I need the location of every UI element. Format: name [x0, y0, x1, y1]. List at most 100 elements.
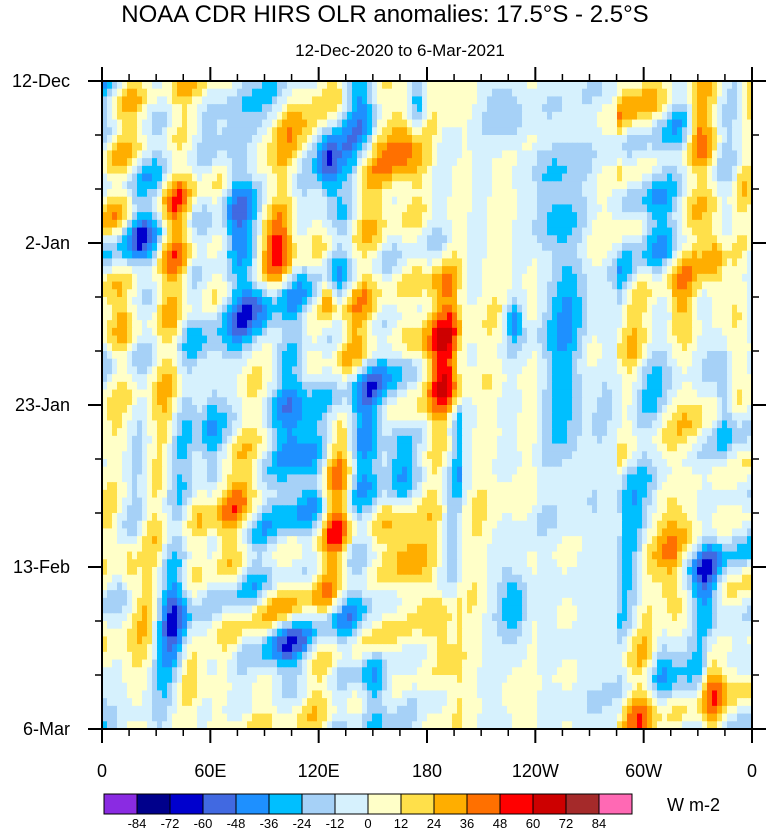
heatmap-cell: [212, 289, 218, 298]
heatmap-cell: [287, 273, 293, 283]
heatmap-cell: [467, 289, 473, 298]
heatmap-cell: [427, 250, 433, 260]
heatmap-cell: [237, 258, 243, 267]
heatmap-cell: [137, 104, 143, 113]
heatmap-cell: [677, 158, 683, 167]
heatmap-cell: [337, 343, 343, 352]
heatmap-cell: [447, 281, 453, 290]
heatmap-cell: [492, 243, 498, 252]
heatmap-cell: [677, 312, 683, 321]
heatmap-cell: [212, 165, 218, 175]
heatmap-cell: [392, 281, 398, 290]
heatmap-cell: [537, 119, 543, 128]
heatmap-cell: [137, 127, 143, 136]
heatmap-cell: [187, 266, 193, 275]
heatmap-cell: [132, 88, 138, 98]
heatmap-cell: [327, 297, 333, 306]
heatmap-cell: [522, 366, 528, 375]
heatmap-cell: [112, 358, 118, 368]
heatmap-cell: [742, 281, 748, 290]
heatmap-cell: [727, 111, 733, 121]
heatmap-cell: [292, 189, 298, 198]
heatmap-cell: [197, 81, 203, 90]
heatmap-cell: [197, 358, 203, 368]
heatmap-cell: [102, 189, 108, 198]
heatmap-cell: [532, 119, 538, 128]
heatmap-cell: [497, 281, 503, 290]
heatmap-cell: [462, 127, 468, 136]
heatmap-cell: [532, 181, 538, 190]
heatmap-cell: [487, 212, 493, 221]
heatmap-cell: [482, 266, 488, 275]
heatmap-cell: [327, 158, 333, 167]
heatmap-cell: [217, 235, 223, 244]
heatmap-cell: [332, 189, 338, 198]
heatmap-cell: [177, 204, 183, 213]
heatmap-cell: [222, 351, 228, 360]
heatmap-cell: [722, 204, 728, 213]
heatmap-cell: [317, 88, 323, 98]
heatmap-cell: [152, 150, 158, 159]
heatmap-cell: [347, 119, 353, 128]
heatmap-cell: [372, 366, 378, 375]
heatmap-cell: [732, 312, 738, 321]
heatmap-cell: [187, 235, 193, 244]
heatmap-cell: [522, 142, 528, 152]
heatmap-cell: [562, 358, 568, 368]
heatmap-cell: [652, 212, 658, 221]
heatmap-cell: [427, 81, 433, 90]
heatmap-cell: [282, 351, 288, 360]
heatmap-cell: [372, 266, 378, 275]
heatmap-cell: [412, 96, 418, 105]
heatmap-cell: [132, 351, 138, 360]
heatmap-cell: [257, 173, 263, 182]
heatmap-cell: [627, 173, 633, 182]
heatmap-cell: [257, 281, 263, 290]
heatmap-cell: [737, 250, 743, 260]
heatmap-cell: [267, 335, 273, 344]
heatmap-cell: [117, 189, 123, 198]
heatmap-cell: [297, 227, 303, 236]
heatmap-cell: [337, 104, 343, 113]
heatmap-cell: [677, 335, 683, 344]
heatmap-cell: [417, 111, 423, 121]
heatmap-cell: [162, 273, 168, 283]
heatmap-cell: [672, 304, 678, 314]
heatmap-cell: [442, 135, 448, 144]
heatmap-cell: [462, 96, 468, 105]
heatmap-cell: [602, 88, 608, 98]
heatmap-cell: [682, 181, 688, 190]
heatmap-cell: [587, 297, 593, 306]
heatmap-cell: [317, 374, 323, 383]
heatmap-cell: [277, 281, 283, 290]
heatmap-cell: [547, 351, 553, 360]
heatmap-cell: [392, 104, 398, 113]
heatmap-cell: [607, 358, 613, 368]
heatmap-cell: [392, 243, 398, 252]
heatmap-cell: [117, 250, 123, 260]
heatmap-cell: [477, 297, 483, 306]
heatmap-cell: [572, 243, 578, 252]
heatmap-cell: [687, 227, 693, 236]
heatmap-cell: [397, 320, 403, 329]
heatmap-cell: [617, 88, 623, 98]
heatmap-cell: [407, 258, 413, 267]
heatmap-cell: [312, 88, 318, 98]
heatmap-cell: [117, 135, 123, 144]
heatmap-cell: [387, 96, 393, 105]
heatmap-cell: [717, 289, 723, 298]
heatmap-cell: [717, 304, 723, 314]
heatmap-cell: [332, 81, 338, 90]
heatmap-cell: [267, 327, 273, 337]
heatmap-cell: [742, 289, 748, 298]
heatmap-cell: [572, 196, 578, 206]
heatmap-cell: [627, 181, 633, 190]
heatmap-cell: [412, 366, 418, 375]
heatmap-cell: [197, 320, 203, 329]
heatmap-cell: [252, 111, 258, 121]
heatmap-cell: [597, 165, 603, 175]
heatmap-cell: [222, 243, 228, 252]
heatmap-cell: [497, 181, 503, 190]
heatmap-cell: [732, 250, 738, 260]
heatmap-cell: [162, 366, 168, 375]
